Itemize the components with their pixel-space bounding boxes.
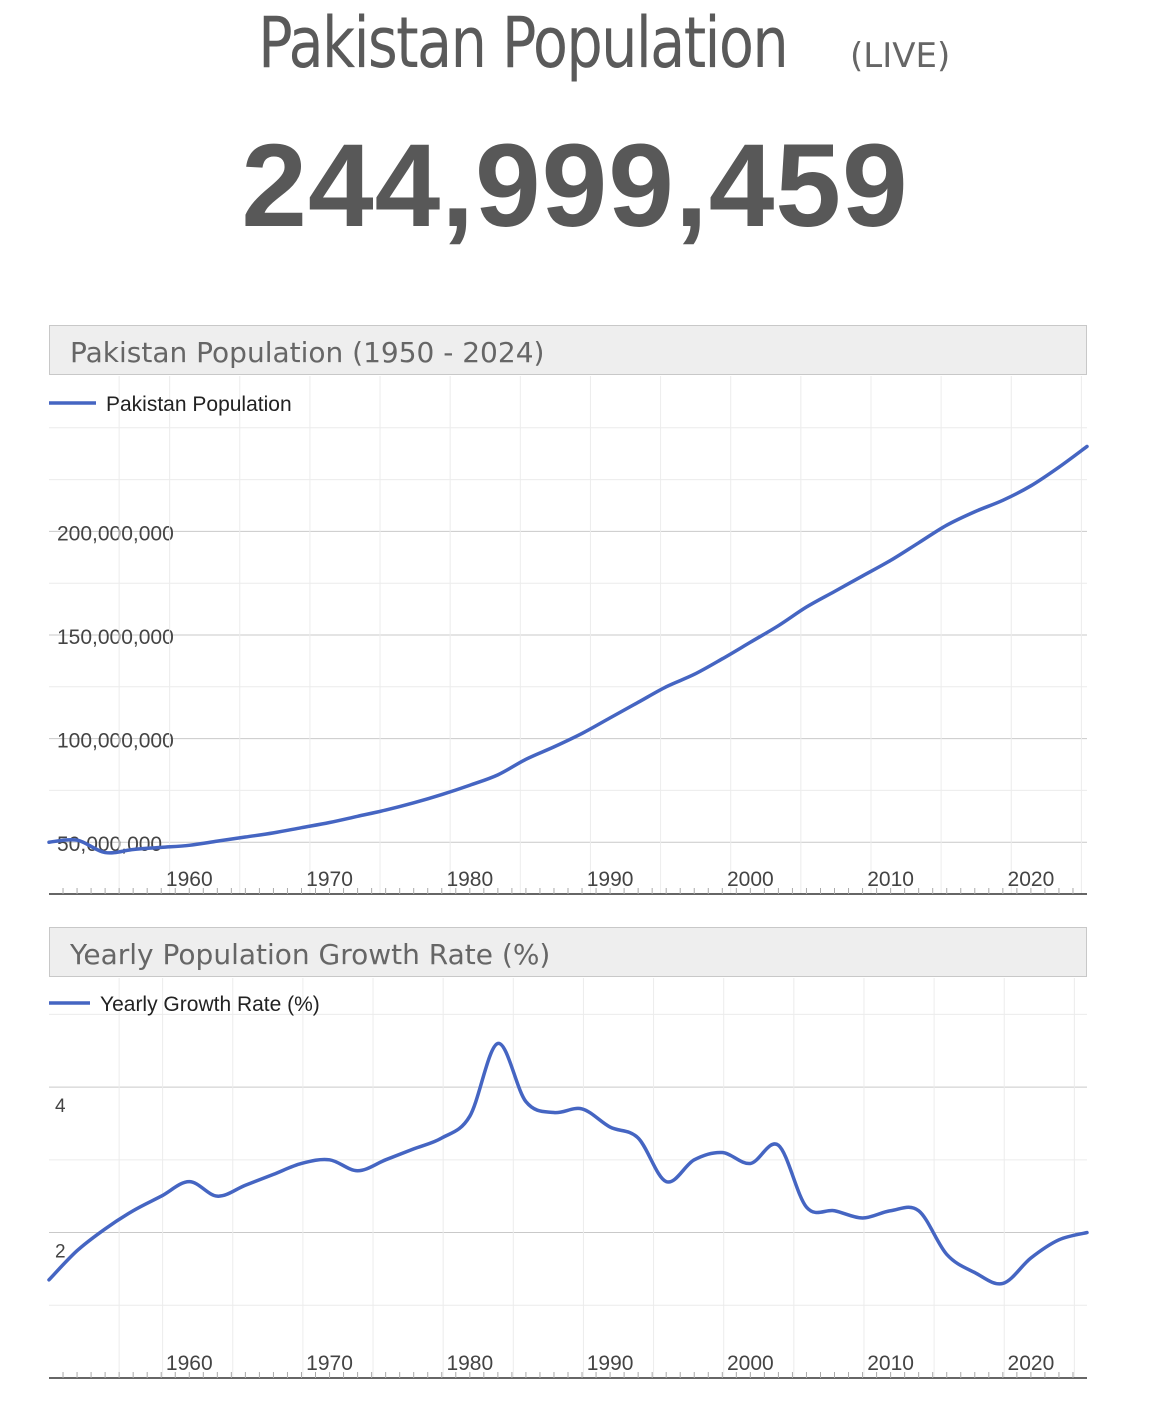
population-counter: 244,999,459 [241,120,909,252]
x-tick-label: 2000 [727,868,774,891]
x-tick-label: 1970 [306,1352,353,1375]
x-tick-label: 1990 [587,868,634,891]
page-title-text: Pakistan Population [257,2,789,84]
x-tick-label: 1960 [166,1352,213,1375]
x-tick-label: 2000 [727,1352,774,1375]
x-tick-label: 2010 [867,868,914,891]
y-tick-label: 200,000,000 [57,522,174,545]
y-tick-label: 4 [55,1096,66,1117]
y-tick-label: 100,000,000 [57,730,174,753]
live-label: (LIVE) [850,36,951,76]
x-tick-label: 1990 [587,1352,634,1375]
x-tick-label: 1960 [166,868,213,891]
population-chart-title: Pakistan Population (1950 - 2024) [70,336,545,369]
series-line [47,1041,1089,1286]
page-title: Pakistan Population (LIVE) [0,2,1150,84]
y-tick-label: 2 [55,1242,66,1263]
legend-label: Yearly Growth Rate (%) [100,993,320,1016]
series-line [47,444,1089,855]
population-chart-header: Pakistan Population (1950 - 2024) [49,325,1087,375]
x-tick-label: 2020 [1008,868,1055,891]
growth-chart-header: Yearly Population Growth Rate (%) [49,927,1087,977]
x-tick-label: 2020 [1008,1352,1055,1375]
x-tick-label: 1980 [446,1352,493,1375]
x-tick-label: 1980 [446,868,493,891]
x-tick-label: 2010 [867,1352,914,1375]
legend-label: Pakistan Population [106,393,292,416]
y-tick-label: 150,000,000 [57,626,174,649]
x-tick-label: 1970 [306,868,353,891]
growth-chart-title: Yearly Population Growth Rate (%) [70,938,551,971]
